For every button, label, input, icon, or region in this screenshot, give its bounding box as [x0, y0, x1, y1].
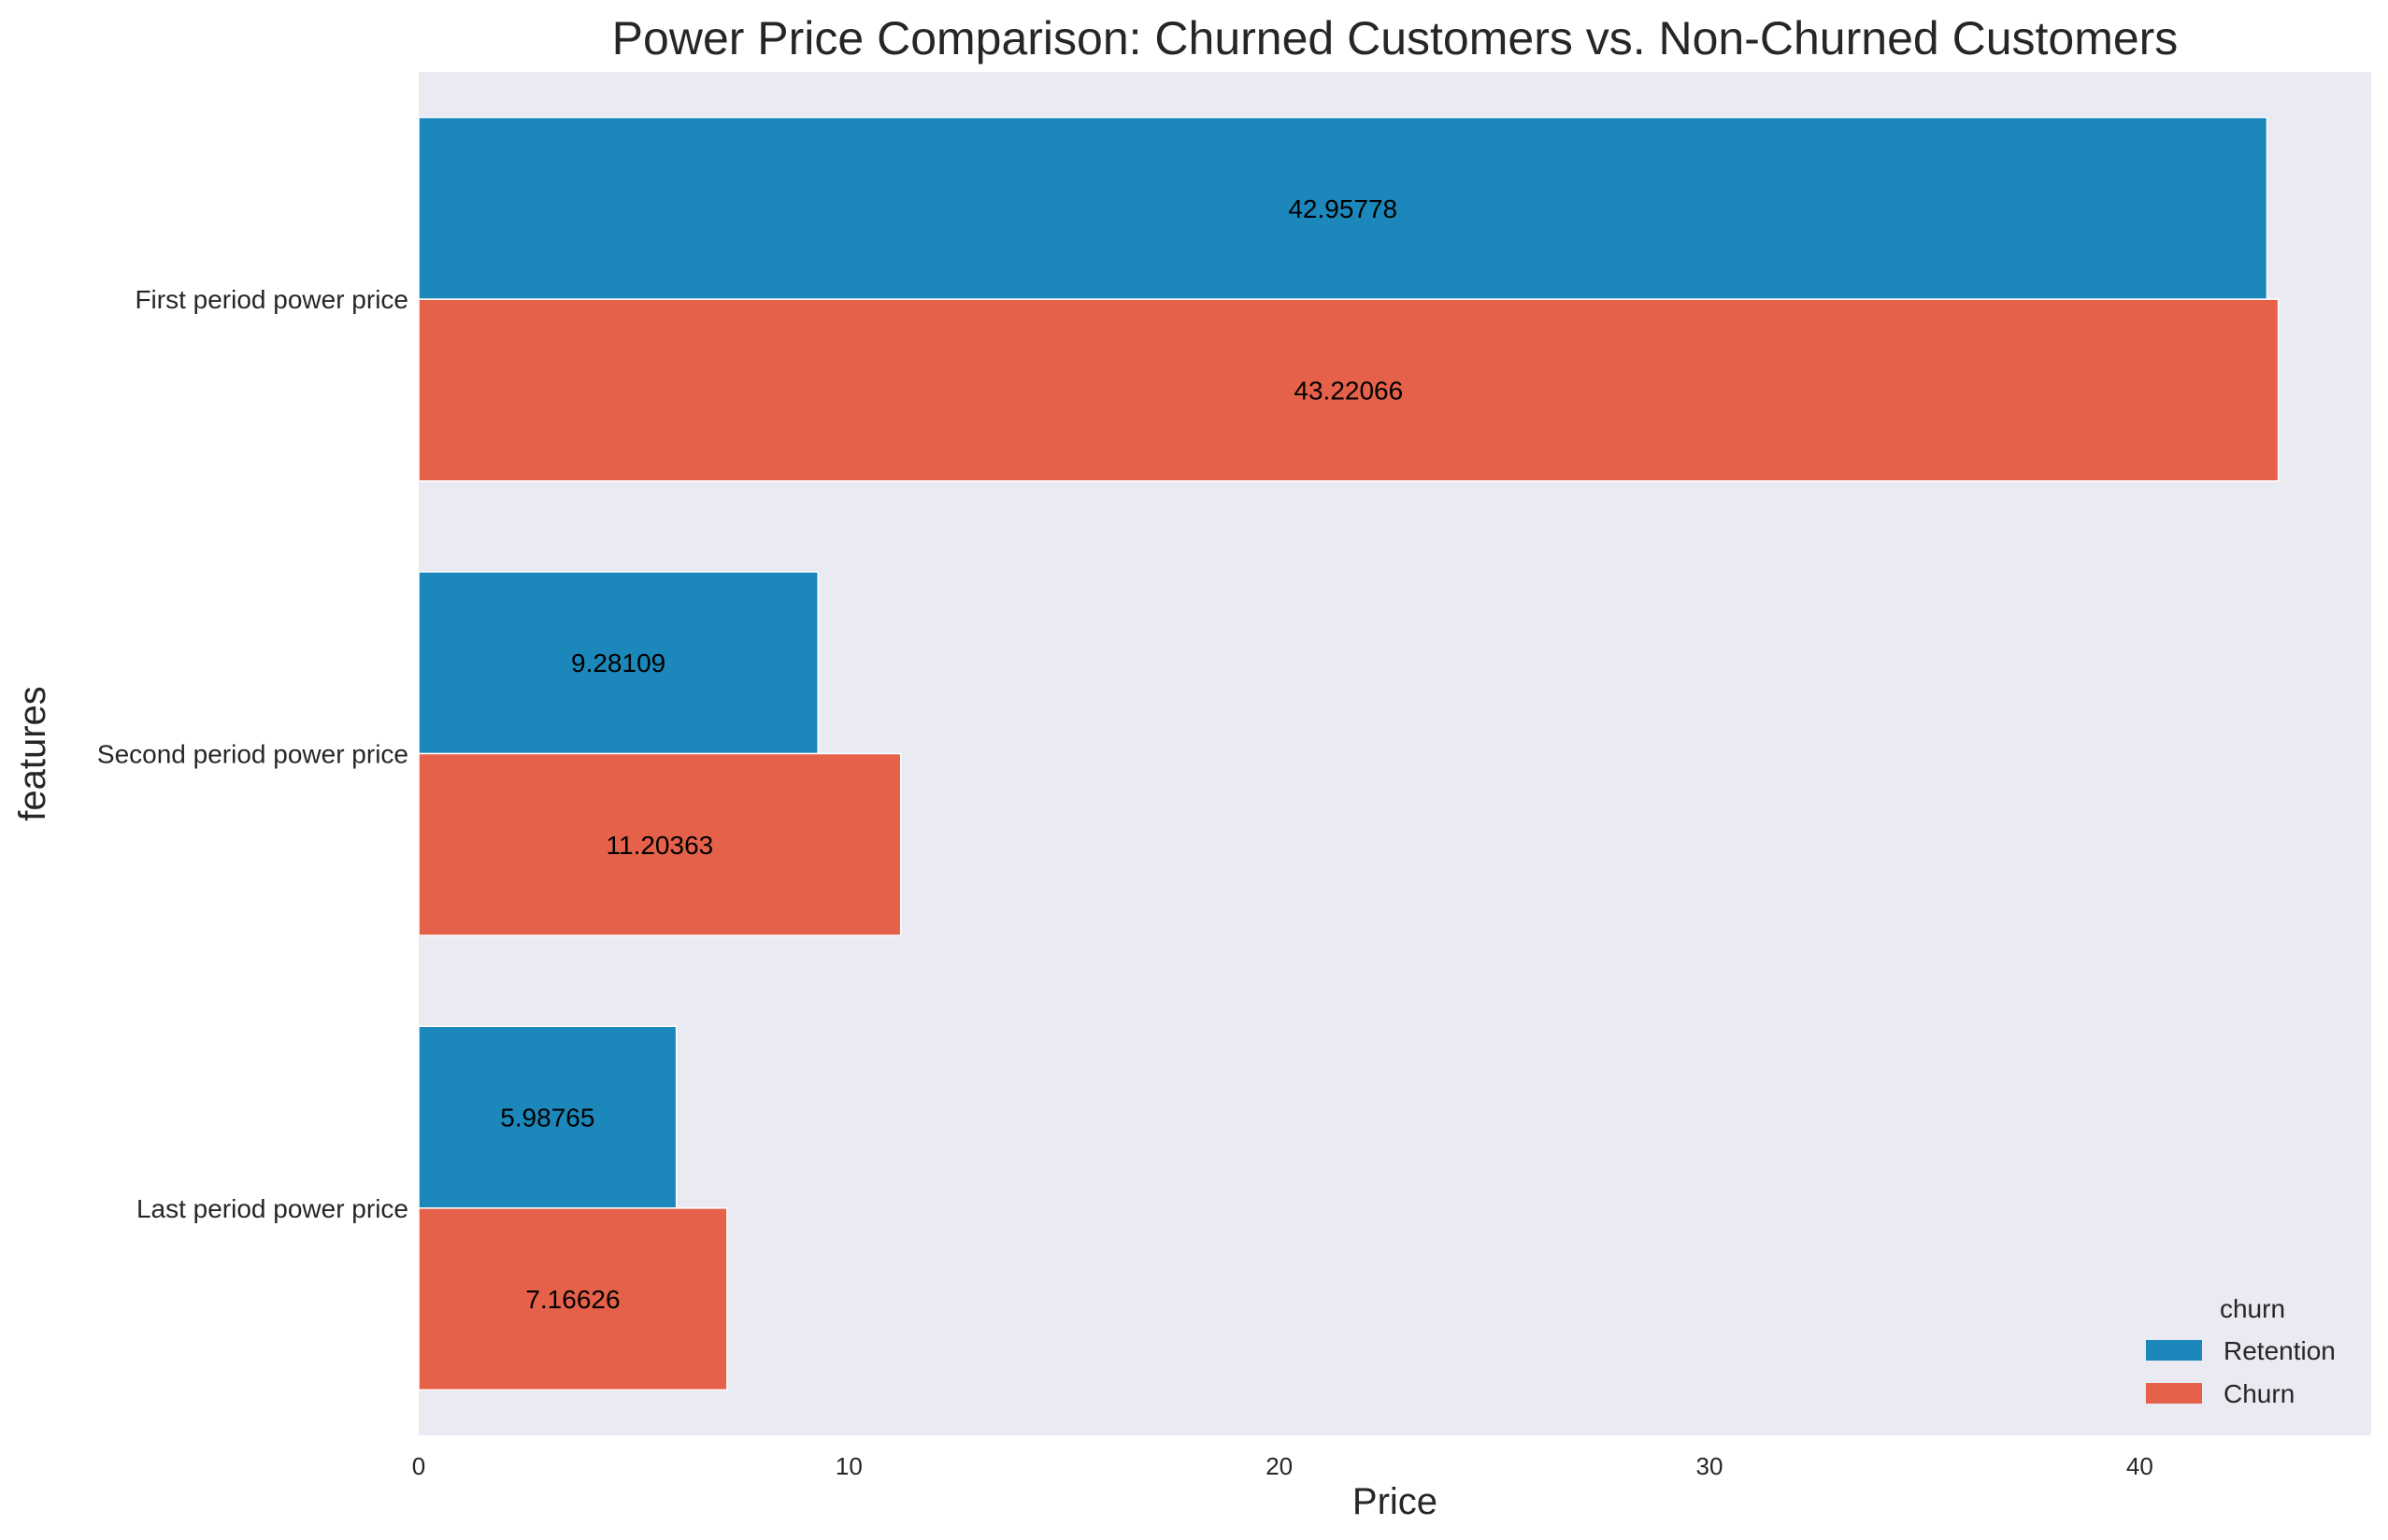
legend-items: Retention Churn	[2146, 1336, 2336, 1408]
bar-label-retention-second-period-power-price: 9.28109	[571, 649, 665, 677]
legend-title: churn	[2220, 1294, 2285, 1323]
legend: churn Retention Churn	[2146, 1294, 2336, 1408]
y-tick-label: Second period power price	[97, 740, 408, 769]
y-axis-label: features	[12, 686, 53, 821]
bars-layer	[418, 116, 2280, 1391]
bar-label-churn-last-period-power-price: 7.16626	[525, 1285, 620, 1314]
y-tick-label: Last period power price	[136, 1194, 408, 1223]
bar-label-retention-first-period-power-price: 42.95778	[1288, 194, 1397, 223]
bar-label-churn-first-period-power-price: 43.22066	[1294, 376, 1403, 405]
x-tick-label: 30	[1696, 1452, 1723, 1480]
legend-swatch-churn	[2146, 1383, 2202, 1404]
bar-labels-layer: 42.95778 43.22066 9.28109 11.20363 5.98765 7.…	[500, 194, 1403, 1314]
chart-title: Power Price Comparison: Churned Customer…	[612, 12, 2179, 64]
x-tick-label: 0	[412, 1452, 425, 1480]
bar-churn-first-period-power-price	[418, 298, 2280, 482]
legend-label-churn: Churn	[2224, 1379, 2295, 1408]
bar-retention-last-period-power-price	[418, 1025, 678, 1209]
x-axis-label: Price	[1352, 1481, 1437, 1522]
legend-label-retention: Retention	[2224, 1336, 2336, 1365]
x-tick-label: 10	[836, 1452, 863, 1480]
y-axis-ticks: First period power price Second period po…	[97, 285, 408, 1223]
bar-churn-last-period-power-price	[418, 1207, 728, 1391]
x-tick-label: 40	[2126, 1452, 2153, 1480]
y-tick-label: First period power price	[135, 285, 408, 314]
x-tick-label: 20	[1265, 1452, 1293, 1480]
bar-retention-first-period-power-price	[418, 116, 2268, 300]
bar-label-churn-second-period-power-price: 11.20363	[607, 831, 714, 860]
bar-churn-second-period-power-price	[418, 752, 902, 936]
x-axis-ticks: 0 10 20 30 40	[412, 1452, 2153, 1480]
bar-label-retention-last-period-power-price: 5.98765	[500, 1104, 594, 1133]
legend-swatch-retention	[2146, 1340, 2202, 1361]
bar-retention-second-period-power-price	[418, 571, 819, 755]
